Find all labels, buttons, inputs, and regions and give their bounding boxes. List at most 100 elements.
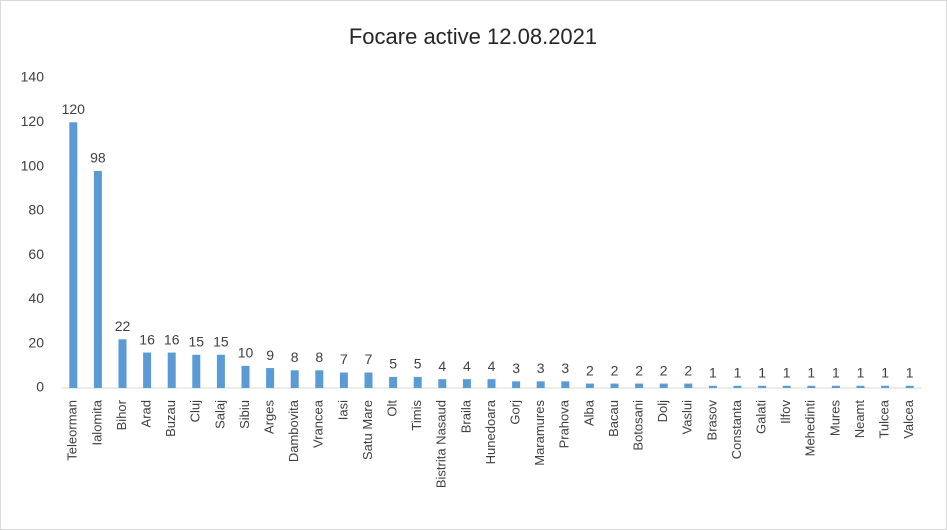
data-label: 1 (783, 364, 791, 380)
data-label: 1 (807, 364, 815, 380)
data-label: 3 (561, 360, 569, 376)
data-label: 1 (709, 364, 717, 380)
data-label: 15 (189, 333, 205, 349)
bar (487, 379, 496, 388)
bar (216, 354, 225, 388)
y-tick-label: 100 (21, 157, 45, 173)
bar (561, 381, 570, 388)
data-label: 5 (389, 356, 397, 372)
x-tick-label: Buzau (163, 400, 178, 437)
x-tick-label: Olt (385, 400, 400, 417)
bar (659, 383, 668, 388)
x-tick-label: Alba (581, 399, 596, 426)
bar (118, 339, 127, 388)
bar (413, 376, 422, 388)
bar (536, 381, 545, 388)
data-label: 1 (906, 364, 914, 380)
data-label: 15 (213, 333, 229, 349)
x-tick-label: Ialomita (89, 399, 104, 445)
bar (438, 379, 447, 388)
x-tick-label: Sibiu (237, 400, 252, 429)
data-label: 2 (684, 362, 692, 378)
bar (69, 122, 78, 389)
x-tick-label: Ilfov (778, 400, 793, 424)
x-tick-label: Arad (139, 400, 154, 427)
data-label: 1 (881, 364, 889, 380)
x-tick-label: Botosani (631, 400, 646, 451)
x-tick-label: Satu Mare (360, 400, 375, 460)
bar (905, 385, 914, 388)
x-tick-label: Mehedinti (803, 400, 818, 456)
bar (290, 370, 299, 388)
x-tick-label: Teleorman (65, 400, 80, 461)
x-tick-label: Prahova (557, 399, 572, 448)
x-tick-label: Iasi (335, 400, 350, 420)
x-tick-label: Bihor (114, 399, 129, 430)
data-label: 8 (291, 349, 299, 365)
data-label: 4 (463, 358, 471, 374)
bar (708, 385, 717, 388)
y-tick-label: 0 (36, 379, 44, 395)
data-label: 7 (365, 351, 373, 367)
x-tick-label: Brasov (704, 400, 719, 441)
data-label: 98 (90, 150, 106, 166)
y-tick-label: 20 (28, 334, 44, 350)
data-label: 4 (488, 358, 496, 374)
bar (881, 385, 890, 388)
data-label: 7 (340, 351, 348, 367)
bar (339, 372, 348, 388)
x-tick-label: Gorj (508, 400, 523, 425)
x-tick-label: Timis (409, 400, 424, 431)
bar (241, 365, 250, 388)
bar (512, 381, 521, 388)
x-tick-label: Bacau (606, 400, 621, 437)
bar (782, 385, 791, 388)
x-tick-label: Salaj (212, 400, 227, 429)
data-label: 3 (512, 360, 520, 376)
x-tick-label: Vaslui (680, 400, 695, 435)
bar (389, 376, 398, 388)
x-tick-label: Maramures (532, 400, 547, 466)
data-label: 2 (611, 362, 619, 378)
y-tick-label: 60 (28, 246, 44, 262)
chart-title: Focare active 12.08.2021 (349, 24, 597, 49)
data-label: 2 (635, 362, 643, 378)
bar (684, 383, 693, 388)
bar (856, 385, 865, 388)
x-tick-label: Dambovita (286, 399, 301, 462)
data-label: 1 (734, 364, 742, 380)
data-label: 5 (414, 356, 422, 372)
data-label: 1 (857, 364, 865, 380)
data-label: 10 (238, 345, 254, 361)
x-tick-label: Galati (754, 400, 769, 434)
data-label: 22 (115, 318, 131, 334)
x-tick-label: Braila (458, 399, 473, 433)
x-tick-label: Cluj (188, 400, 203, 423)
data-label: 2 (660, 362, 668, 378)
data-label: 16 (164, 331, 180, 347)
bar (93, 171, 102, 388)
bar (192, 354, 201, 388)
y-tick-label: 140 (21, 69, 45, 85)
y-tick-label: 40 (28, 290, 44, 306)
data-label: 1 (832, 364, 840, 380)
y-tick-label: 120 (21, 113, 45, 129)
bar (635, 383, 644, 388)
data-label: 8 (315, 349, 323, 365)
bar (364, 372, 373, 388)
x-tick-label: Arges (262, 400, 277, 434)
data-label: 16 (139, 331, 155, 347)
x-tick-label: Dolj (655, 400, 670, 423)
x-tick-label: Valcea (901, 399, 916, 439)
bar (610, 383, 619, 388)
x-tick-label: Tulcea (877, 399, 892, 438)
bar (831, 385, 840, 388)
data-label: 9 (266, 347, 274, 363)
data-label: 1 (758, 364, 766, 380)
x-tick-label: Vrancea (311, 399, 326, 448)
x-tick-label: Constanta (729, 399, 744, 459)
bar (758, 385, 767, 388)
